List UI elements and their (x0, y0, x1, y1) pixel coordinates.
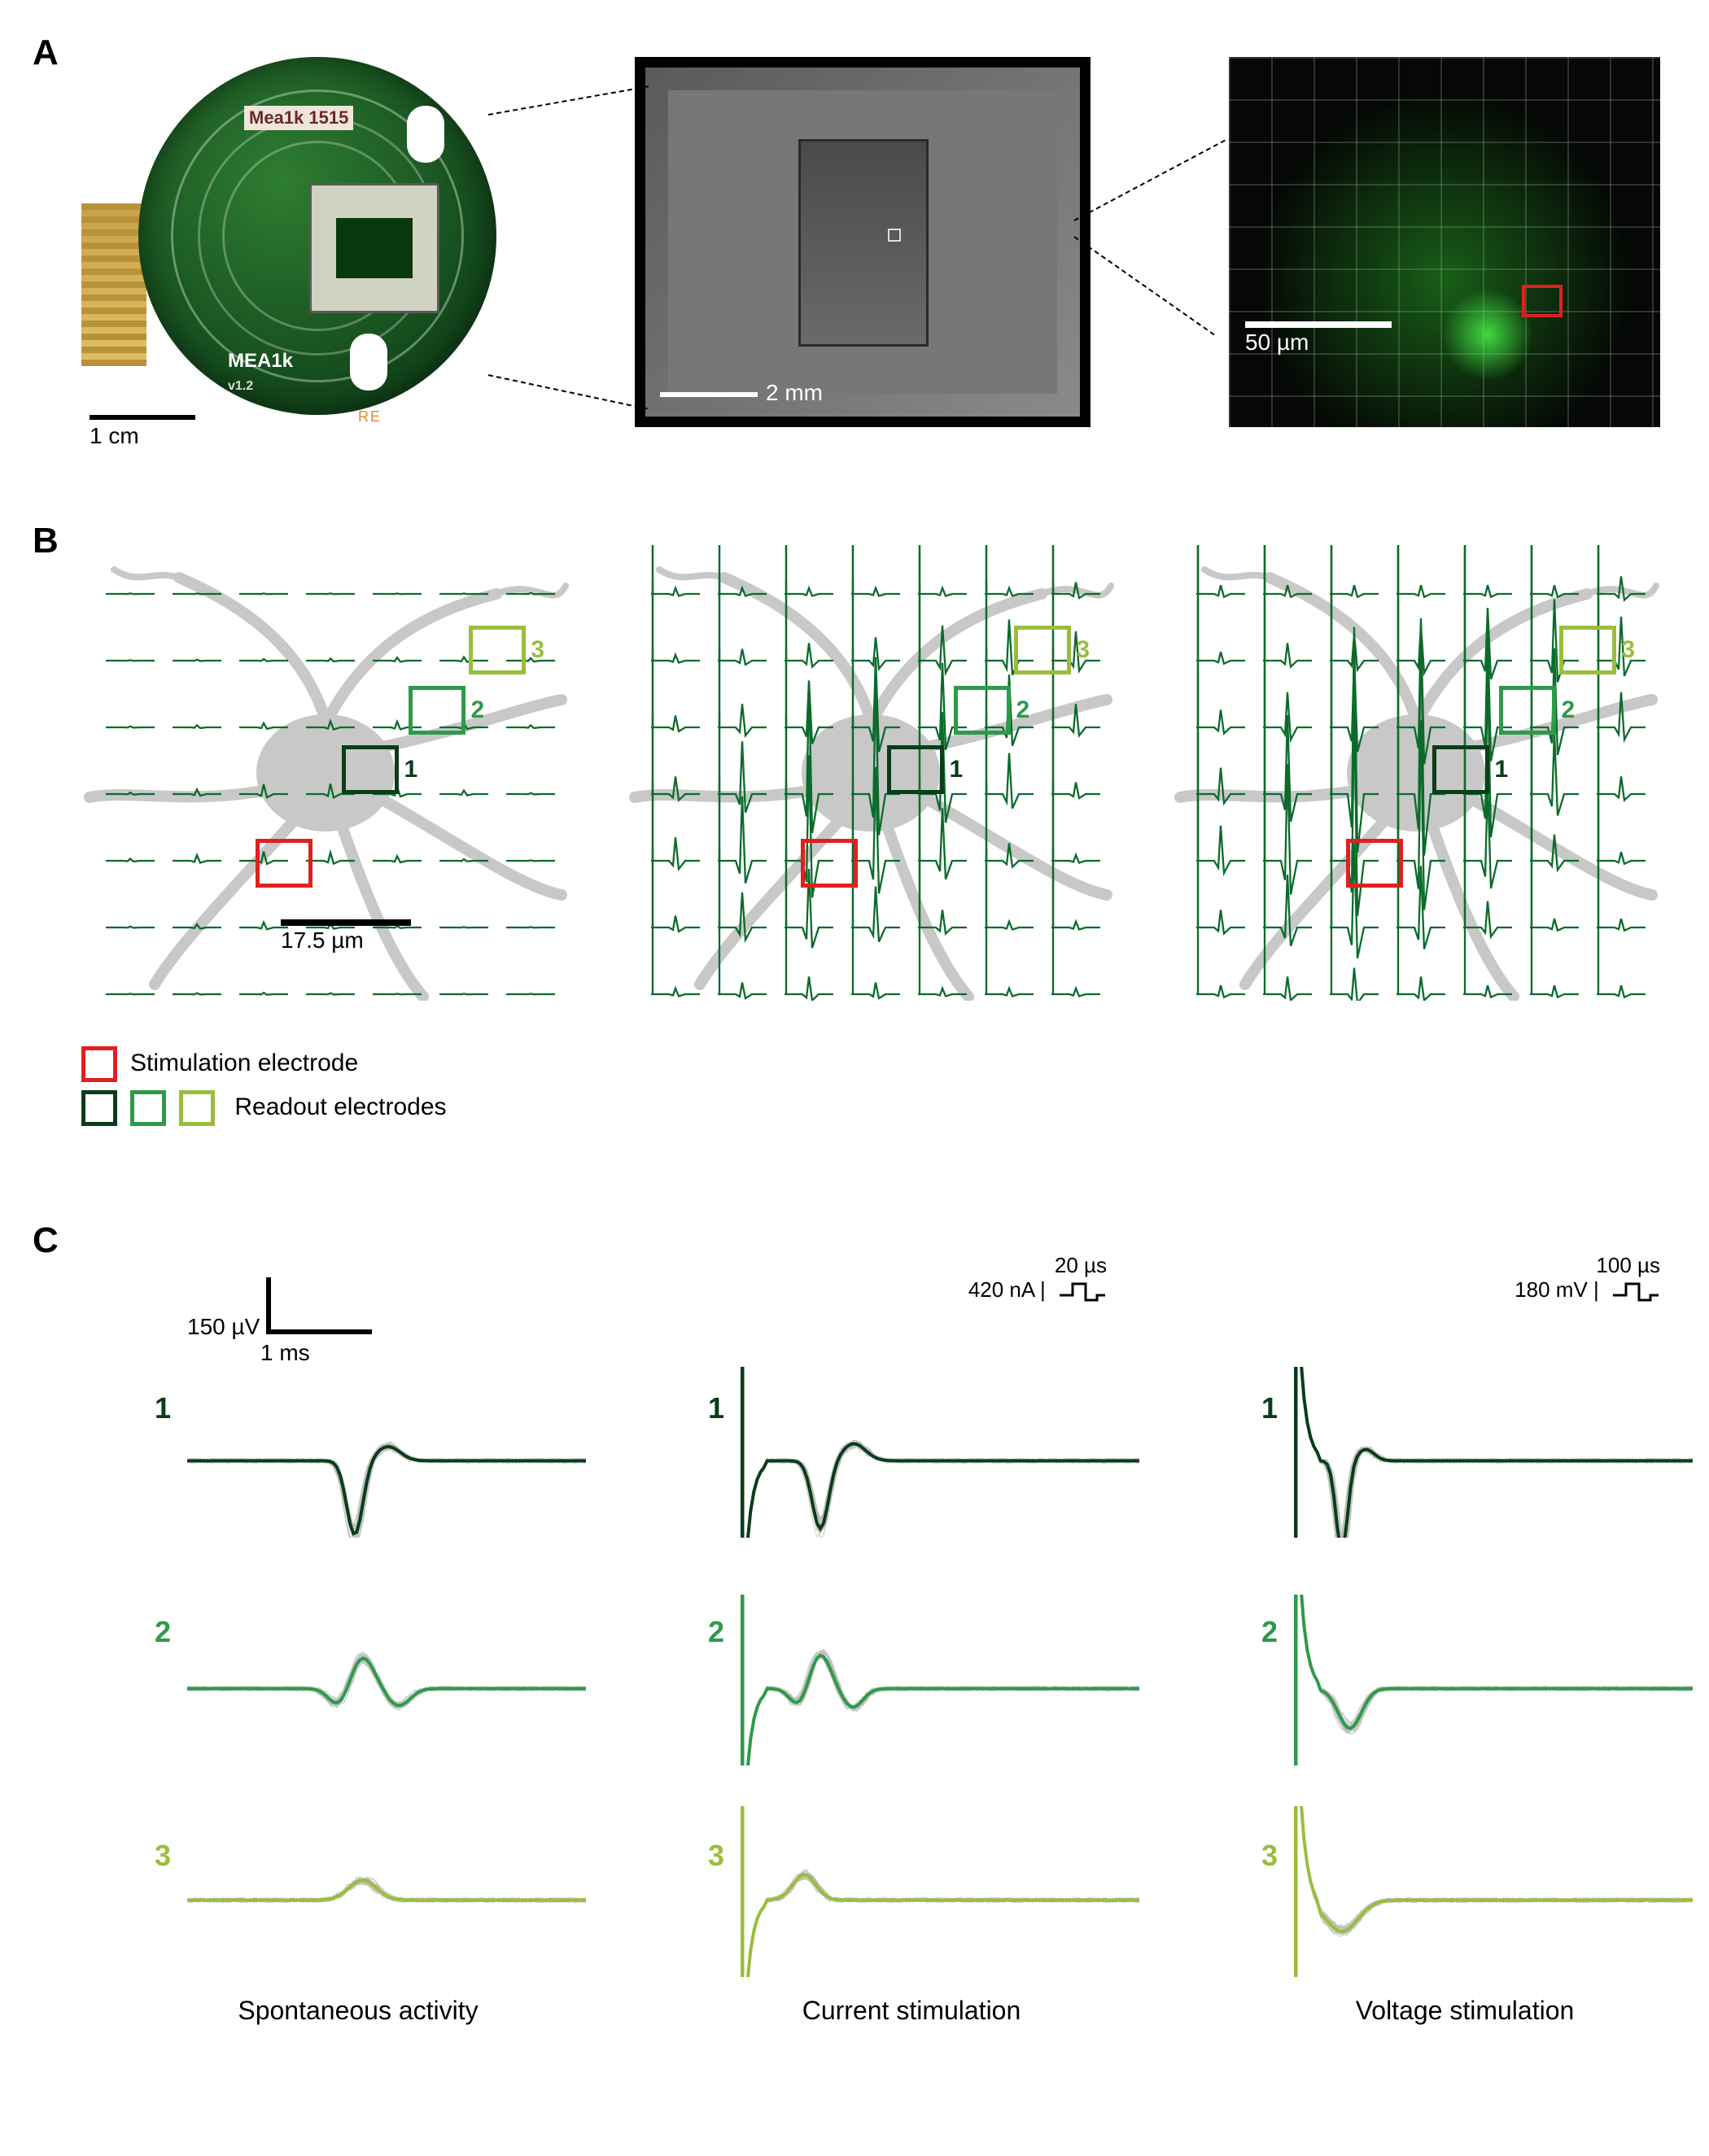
trace-1 (187, 1367, 586, 1554)
panel-b-subpanel-3: 123 (1172, 545, 1660, 1001)
panel-c: C 150 µV 1 ms123Spontaneous activity20 µ… (33, 1220, 1676, 2075)
panel-c-column-1: 150 µV 1 ms123Spontaneous activity (130, 1269, 586, 1985)
sem-image: 2 mm (635, 57, 1091, 427)
panel-a-label: A (33, 33, 59, 73)
scale-bar-50um: 50 µm (1245, 321, 1392, 356)
pcb-re-label: RE (358, 408, 382, 426)
pcb-photo: Mea1k 1515 MEA1k v1.2 RE (81, 49, 505, 456)
panel-c-column-2: 20 µs420 nA | 123Current stimulation (684, 1269, 1139, 1985)
trace-3 (1294, 1806, 1693, 1993)
trace-2 (1294, 1595, 1693, 1782)
trace-1 (1294, 1367, 1693, 1554)
panel-b-subpanel-1: 12317.5 µm (81, 545, 570, 1001)
column-label: Spontaneous activity (130, 1996, 586, 2026)
trace-1 (741, 1367, 1139, 1554)
fluor-highlight-box (1522, 285, 1563, 317)
trace-2 (187, 1595, 586, 1782)
panel-b-subpanel-2: 123 (627, 545, 1115, 1001)
column-label: Voltage stimulation (1237, 1996, 1693, 2026)
trace-2 (741, 1595, 1139, 1782)
panel-b-legend: Stimulation electrode Readout electrodes (81, 1041, 447, 1129)
panel-b: B 12317.5 µm 123 (33, 521, 1676, 1172)
pcb-top-label: Mea1k 1515 (244, 106, 353, 130)
fluorescence-image: 50 µm (1229, 57, 1660, 427)
trace-3 (187, 1806, 586, 1993)
trace-3 (741, 1806, 1139, 1993)
column-label: Current stimulation (684, 1996, 1139, 2026)
scale-bar-1cm: 1 cm (90, 415, 195, 449)
panel-a: A Mea1k 1515 MEA1k v1.2 RE 1 cm 2 mm 50 … (33, 33, 1676, 472)
pcb-bottom-label: MEA1k v1.2 (228, 350, 293, 395)
panel-c-label: C (33, 1220, 59, 1261)
panel-b-label: B (33, 521, 59, 561)
panel-c-column-3: 100 µs180 mV | 123Voltage stimulation (1237, 1269, 1693, 1985)
